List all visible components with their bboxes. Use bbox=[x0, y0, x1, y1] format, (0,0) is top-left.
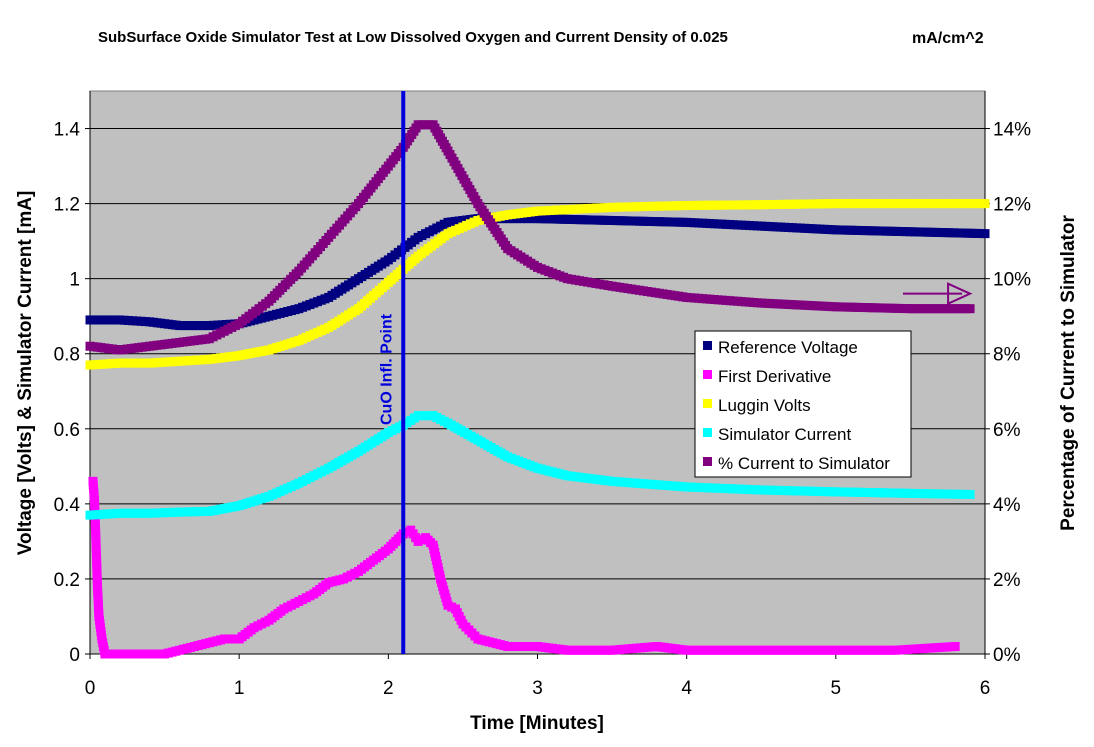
legend-marker bbox=[703, 341, 712, 350]
legend-label: First Derivative bbox=[718, 367, 831, 386]
legend-label: Luggin Volts bbox=[718, 396, 811, 415]
legend-box bbox=[694, 330, 912, 478]
legend-label: % Current to Simulator bbox=[718, 454, 890, 473]
legend: Reference Voltage First Derivative Luggin … bbox=[694, 330, 912, 478]
y2-tick-label: 12% bbox=[993, 195, 1031, 216]
y2-tick-label: 14% bbox=[993, 120, 1031, 141]
y-tick-label: 0 bbox=[69, 645, 80, 666]
y2-axis-label: Percentage of Current to Simulator bbox=[1058, 215, 1079, 531]
x-tick-label: 2 bbox=[383, 678, 394, 699]
y-tick-label: 1 bbox=[69, 270, 80, 291]
y-tick-label: 1.4 bbox=[54, 120, 81, 141]
y2-tick-label: 8% bbox=[993, 345, 1021, 366]
legend-label: Simulator Current bbox=[718, 425, 851, 444]
chart-title-units: mA/cm^2 bbox=[912, 30, 984, 47]
y2-tick-label: 0% bbox=[993, 645, 1021, 666]
data-point bbox=[950, 641, 960, 651]
series-layer bbox=[85, 120, 990, 659]
chart-title: SubSurface Oxide Simulator Test at Low D… bbox=[98, 29, 728, 46]
series-simulator-current bbox=[85, 411, 975, 520]
y2-tick-label: 2% bbox=[993, 570, 1021, 591]
data-point bbox=[965, 304, 975, 314]
x-tick-label: 4 bbox=[681, 678, 692, 699]
arrow-head bbox=[947, 282, 973, 306]
x-tick-label: 3 bbox=[532, 678, 543, 699]
data-point bbox=[980, 199, 990, 209]
x-tick-label: 1 bbox=[234, 678, 245, 699]
overlay: CuO Infl. Point bbox=[378, 91, 973, 654]
legend-marker bbox=[703, 428, 712, 437]
data-point bbox=[965, 489, 975, 499]
y-tick-label: 0.2 bbox=[54, 570, 80, 591]
y-tick-label: 0.4 bbox=[54, 495, 81, 516]
y-tick-label: 0.6 bbox=[54, 420, 80, 441]
y2-tick-label: 10% bbox=[993, 270, 1031, 291]
y-tick-label: 0.8 bbox=[54, 345, 80, 366]
series--current-to-simulator bbox=[85, 120, 975, 355]
tick-labels: 0 0.2 0.4 0.6 0.8 1 1.2 1.4 0% 2% 4% 6% 8% 10% 12% 14% 0… bbox=[54, 120, 1032, 699]
x-tick-label: 6 bbox=[980, 678, 991, 699]
y2-tick-label: 4% bbox=[993, 495, 1021, 516]
legend-marker bbox=[703, 399, 712, 408]
y-axis-label: Voltage [Volts] & Simulator Current [mA] bbox=[15, 191, 36, 556]
series-luggin-volts bbox=[85, 199, 990, 370]
data-point bbox=[980, 229, 990, 239]
x-tick-label: 0 bbox=[85, 678, 96, 699]
x-tick-label: 5 bbox=[831, 678, 842, 699]
series-first-derivative bbox=[88, 476, 960, 659]
y2-tick-label: 6% bbox=[993, 420, 1021, 441]
legend-marker bbox=[703, 370, 712, 379]
y-tick-label: 1.2 bbox=[54, 195, 80, 216]
inflection-label: CuO Infl. Point bbox=[378, 313, 395, 425]
x-axis-label: Time [Minutes] bbox=[470, 713, 604, 734]
legend-marker bbox=[703, 457, 712, 466]
legend-label: Reference Voltage bbox=[718, 338, 858, 357]
